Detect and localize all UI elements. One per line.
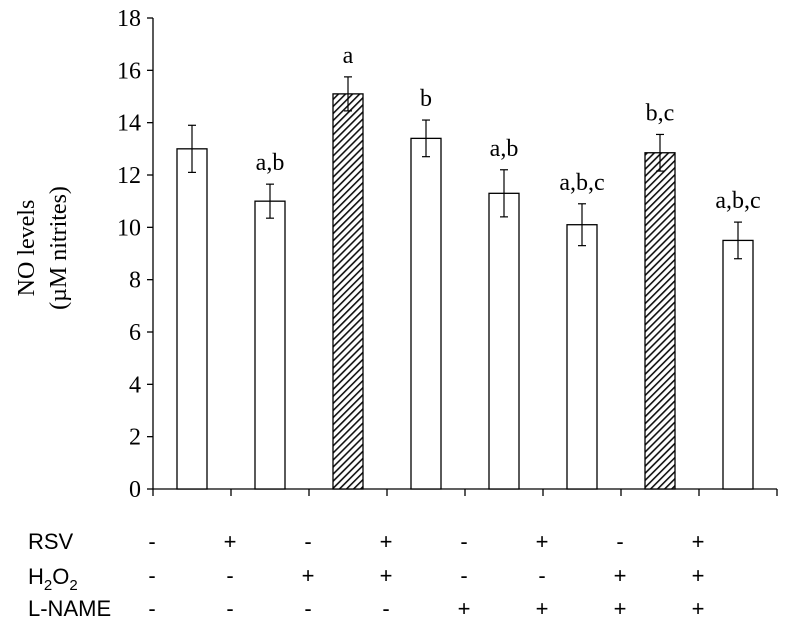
treatment-sign: -: [538, 563, 545, 588]
bar: [488, 192, 520, 490]
treatment-sign: -: [382, 596, 389, 621]
y-tick-label: 8: [129, 268, 141, 294]
significance-labels: a,b a b a,b a,b,c b,c a,b,c: [256, 43, 761, 214]
y-tick-label: 16: [117, 58, 141, 84]
row-label-h2o2: H2O2: [28, 564, 78, 594]
treatment-sign: -: [148, 529, 155, 554]
row-label-lname: L-NAME: [28, 596, 111, 621]
treatment-sign: +: [692, 563, 705, 588]
treatment-sign: +: [536, 529, 549, 554]
treatment-sign: +: [692, 529, 705, 554]
treatment-sign: -: [148, 563, 155, 588]
row-label-rsv: RSV: [28, 529, 74, 554]
y-tick-label: 2: [129, 425, 141, 451]
treatment-sign: +: [536, 596, 549, 621]
treatment-sign-grid: - + - + - + - + - - + + - - + + - - - - + + + +: [148, 529, 704, 621]
treatment-sign: +: [224, 529, 237, 554]
treatment-sign: -: [616, 529, 623, 554]
axes: 0 2 4 6 8 10 12 14 16 18: [117, 6, 778, 503]
treatment-sign: +: [302, 563, 315, 588]
treatment-sign: +: [380, 529, 393, 554]
treatment-sign: -: [226, 596, 233, 621]
bar: [176, 148, 208, 490]
significance-label: b,c: [646, 100, 675, 126]
treatment-sign: -: [304, 596, 311, 621]
bar: [254, 200, 286, 490]
y-tick-label: 0: [129, 477, 141, 503]
significance-label: a: [343, 43, 354, 69]
error-bars: [188, 76, 742, 260]
significance-label: a,b: [490, 136, 519, 162]
y-tick-label: 18: [117, 6, 141, 32]
significance-label: a,b,c: [559, 170, 604, 196]
significance-label: b: [420, 86, 432, 112]
treatment-sign: +: [458, 596, 471, 621]
y-tick-label: 6: [129, 320, 141, 346]
y-tick-label: 14: [117, 111, 141, 137]
y-axis-label-line1: NO levels: [14, 200, 40, 297]
bar: [722, 239, 754, 490]
bar: [566, 224, 598, 490]
y-tick-label: 10: [117, 215, 141, 241]
treatment-sign: -: [304, 529, 311, 554]
treatment-sign: -: [460, 563, 467, 588]
y-tick-label: 4: [129, 372, 141, 398]
bar: [332, 93, 364, 490]
bar: [644, 152, 676, 490]
y-axis-label-line2: (µM nitrites): [46, 186, 72, 310]
treatment-sign: +: [614, 596, 627, 621]
treatment-sign: +: [614, 563, 627, 588]
y-tick-label: 12: [117, 163, 141, 189]
treatment-sign: +: [692, 596, 705, 621]
treatment-sign: -: [460, 529, 467, 554]
significance-label: a,b,c: [715, 188, 760, 214]
treatment-sign: -: [226, 563, 233, 588]
treatment-sign: -: [148, 596, 155, 621]
significance-label: a,b: [256, 150, 285, 176]
bar: [410, 137, 442, 490]
treatment-sign: +: [380, 563, 393, 588]
